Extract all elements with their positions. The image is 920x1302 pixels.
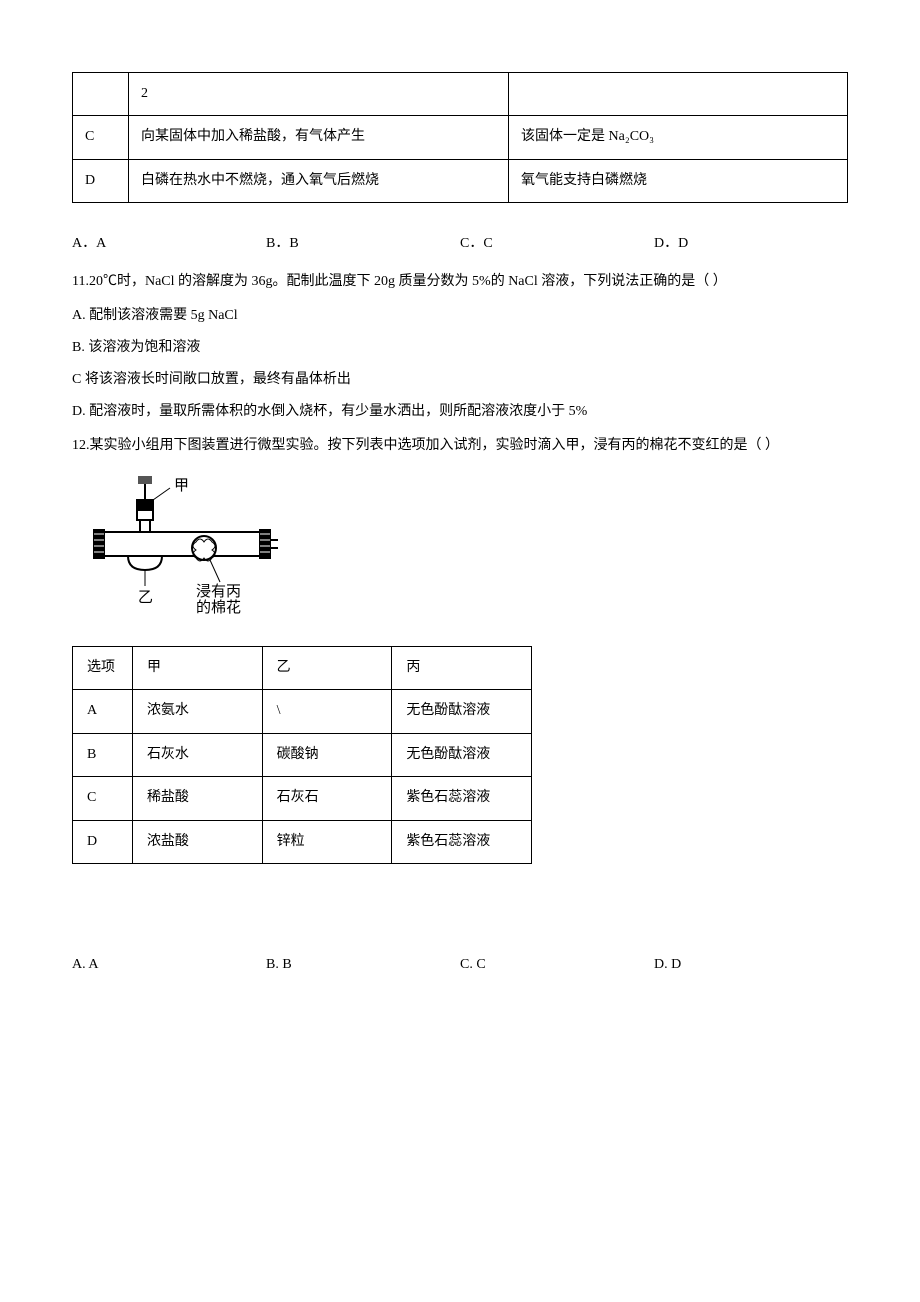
header-bing: 丙	[392, 646, 532, 689]
option-11-d: D. 配溶液时，量取所需体积的水倒入烧杯，有少量水洒出，则所配溶液浓度小于 5%	[72, 398, 848, 426]
cell-opt: D	[73, 820, 133, 863]
label-yi: 乙	[138, 590, 153, 606]
cell-opt: B	[73, 733, 133, 776]
apparatus-svg: 甲 乙 浸有丙 的棉花	[92, 470, 282, 620]
option-d: D. D	[654, 954, 848, 976]
cell-yi: 碳酸钠	[262, 733, 392, 776]
answer-options-row: A．A B．B C．C D．D	[72, 233, 848, 255]
table-row: A 浓氨水 \ 无色酚酞溶液	[73, 690, 532, 733]
option-11-b: B. 该溶液为饱和溶液	[72, 334, 848, 362]
cell-jia: 浓氨水	[132, 690, 262, 733]
experiment-conclusion-table: 2 C 向某固体中加入稀盐酸，有气体产生 该固体一定是 Na₂CO₃ D 白磷在…	[72, 72, 848, 203]
experiment-cell: 2	[129, 73, 509, 116]
table-header-row: 选项 甲 乙 丙	[73, 646, 532, 689]
table-row: C 向某固体中加入稀盐酸，有气体产生 该固体一定是 Na₂CO₃	[73, 116, 848, 159]
cell-yi: 石灰石	[262, 777, 392, 820]
option-b: B．B	[266, 233, 460, 255]
row-label-cell: D	[73, 159, 129, 202]
table-row: C 稀盐酸 石灰石 紫色石蕊溶液	[73, 777, 532, 820]
cell-opt: C	[73, 777, 133, 820]
cell-jia: 石灰水	[132, 733, 262, 776]
experiment-cell: 白磷在热水中不燃烧，通入氧气后燃烧	[129, 159, 509, 202]
option-b: B. B	[266, 954, 460, 976]
row-label-cell: C	[73, 116, 129, 159]
option-11-c-text: C 将该溶液长时间敞口放置，最终有晶体析出	[72, 372, 351, 387]
experiment-cell: 向某固体中加入稀盐酸，有气体产生	[129, 116, 509, 159]
cell-yi: 锌粒	[262, 820, 392, 863]
cell-bing: 紫色石蕊溶液	[392, 777, 532, 820]
cell-bing: 无色酚酞溶液	[392, 690, 532, 733]
cell-yi: \	[262, 690, 392, 733]
option-a: A. A	[72, 954, 266, 976]
label-cotton-line2: 的棉花	[196, 599, 241, 616]
header-yi: 乙	[262, 646, 392, 689]
label-jia: 甲	[174, 478, 189, 494]
table-row: B 石灰水 碳酸钠 无色酚酞溶液	[73, 733, 532, 776]
option-c: C．C	[460, 233, 654, 255]
table-row: 2	[73, 73, 848, 116]
conclusion-cell: 该固体一定是 Na₂CO₃	[509, 116, 848, 159]
cell-bing: 无色酚酞溶液	[392, 733, 532, 776]
cell-bing: 紫色石蕊溶液	[392, 820, 532, 863]
question-11-stem: 11.20℃时，NaCl 的溶解度为 36g。配制此温度下 20g 质量分数为 …	[72, 268, 848, 296]
answer-options-row-2: A. A B. B C. C D. D	[72, 954, 848, 976]
table-row: D 白磷在热水中不燃烧，通入氧气后燃烧 氧气能支持白磷燃烧	[73, 159, 848, 202]
option-11-a: A. 配制该溶液需要 5g NaCl	[72, 302, 848, 330]
conclusion-cell	[509, 73, 848, 116]
cell-jia: 稀盐酸	[132, 777, 262, 820]
option-11-c: C 将该溶液长时间敞口放置，最终有晶体析出	[72, 366, 848, 394]
header-jia: 甲	[132, 646, 262, 689]
cell-jia: 浓盐酸	[132, 820, 262, 863]
question-12-stem: 12.某实验小组用下图装置进行微型实验。按下列表中选项加入试剂，实验时滴入甲，浸…	[72, 432, 848, 460]
apparatus-diagram: 甲 乙 浸有丙 的棉花	[92, 470, 848, 628]
option-d: D．D	[654, 233, 848, 255]
header-option: 选项	[73, 646, 133, 689]
option-c: C. C	[460, 954, 654, 976]
cell-opt: A	[73, 690, 133, 733]
label-cotton-line1: 浸有丙	[196, 583, 241, 600]
row-label-cell	[73, 73, 129, 116]
table-row: D 浓盐酸 锌粒 紫色石蕊溶液	[73, 820, 532, 863]
option-a: A．A	[72, 233, 266, 255]
conclusion-cell: 氧气能支持白磷燃烧	[509, 159, 848, 202]
reagent-table: 选项 甲 乙 丙 A 浓氨水 \ 无色酚酞溶液 B 石灰水 碳酸钠 无色酚酞溶液…	[72, 646, 532, 864]
